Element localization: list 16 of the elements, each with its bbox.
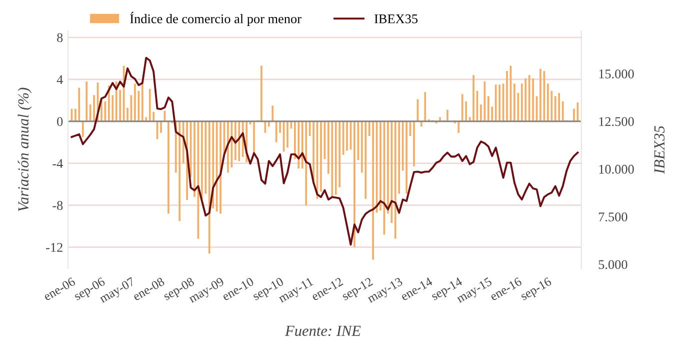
y-tick-label: -4 — [52, 159, 63, 168]
source-note: Fuente: INE — [284, 326, 361, 336]
y-tick-label: -12 — [46, 243, 62, 252]
y-tick-label: -8 — [52, 201, 63, 210]
y2-tick-label: 7.500 — [598, 212, 628, 222]
legend-label: IBEX35 — [374, 14, 418, 24]
y2-axis-title: IBEX35 — [654, 126, 665, 174]
y-tick-label: 4 — [56, 75, 63, 84]
y-tick-label: 8 — [57, 33, 63, 42]
y2-tick-label: 10.000 — [599, 164, 634, 174]
y2-tick-label: 15.000 — [599, 69, 634, 78]
y2-tick-label: 12.500 — [599, 117, 634, 126]
y-tick-label: 0 — [57, 117, 63, 126]
legend-label: Índice de comercio al por menor — [130, 12, 302, 26]
y2-tick-label: 5.000 — [598, 260, 628, 270]
y-axis-title: Variación anual (%) — [18, 88, 32, 212]
